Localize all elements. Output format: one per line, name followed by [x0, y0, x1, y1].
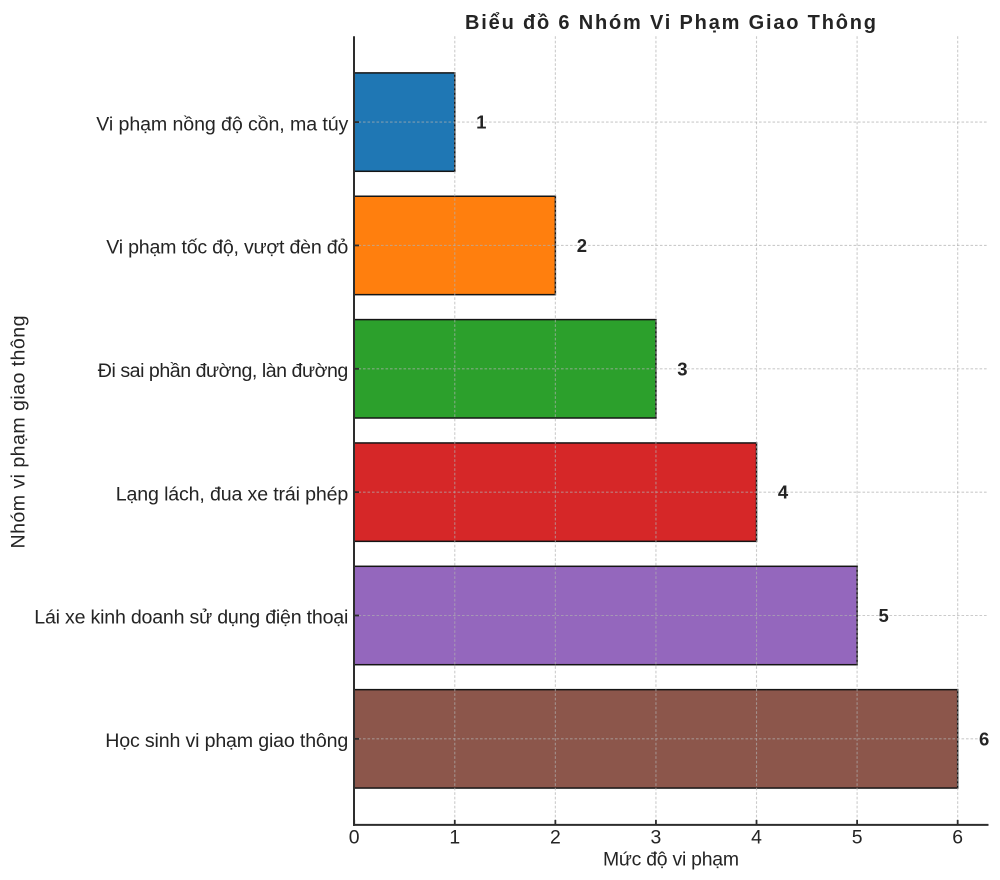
- svg-text:5: 5: [878, 605, 888, 626]
- svg-text:Lái xe kinh doanh sử dụng điện: Lái xe kinh doanh sử dụng điện thoại: [34, 607, 348, 629]
- svg-text:Lạng lách, đua xe trái phép: Lạng lách, đua xe trái phép: [116, 483, 349, 505]
- svg-text:3: 3: [677, 358, 687, 379]
- svg-text:1: 1: [476, 112, 486, 133]
- svg-text:6: 6: [979, 728, 989, 749]
- svg-text:4: 4: [778, 482, 789, 503]
- svg-text:1: 1: [449, 827, 460, 849]
- svg-text:0: 0: [349, 827, 360, 849]
- svg-text:2: 2: [550, 827, 561, 849]
- svg-text:Nhóm vi phạm giao thông: Nhóm vi phạm giao thông: [8, 316, 30, 549]
- svg-text:Đi sai phần đường, làn đường: Đi sai phần đường, làn đường: [98, 360, 349, 382]
- svg-text:Vi phạm tốc độ, vượt đèn đỏ: Vi phạm tốc độ, vượt đèn đỏ: [106, 237, 348, 259]
- svg-text:2: 2: [577, 235, 587, 256]
- svg-text:3: 3: [651, 827, 662, 849]
- svg-text:Học sinh vi phạm giao thông: Học sinh vi phạm giao thông: [105, 730, 348, 752]
- svg-text:5: 5: [852, 827, 863, 849]
- svg-text:Vi phạm nồng độ cồn, ma túy: Vi phạm nồng độ cồn, ma túy: [96, 113, 348, 135]
- svg-text:Mức độ vi phạm: Mức độ vi phạm: [603, 849, 739, 871]
- svg-text:Biểu đồ 6 Nhóm Vi Phạm Giao Th: Biểu đồ 6 Nhóm Vi Phạm Giao Thông: [465, 12, 876, 34]
- svg-text:4: 4: [751, 827, 762, 849]
- svg-text:6: 6: [952, 827, 963, 849]
